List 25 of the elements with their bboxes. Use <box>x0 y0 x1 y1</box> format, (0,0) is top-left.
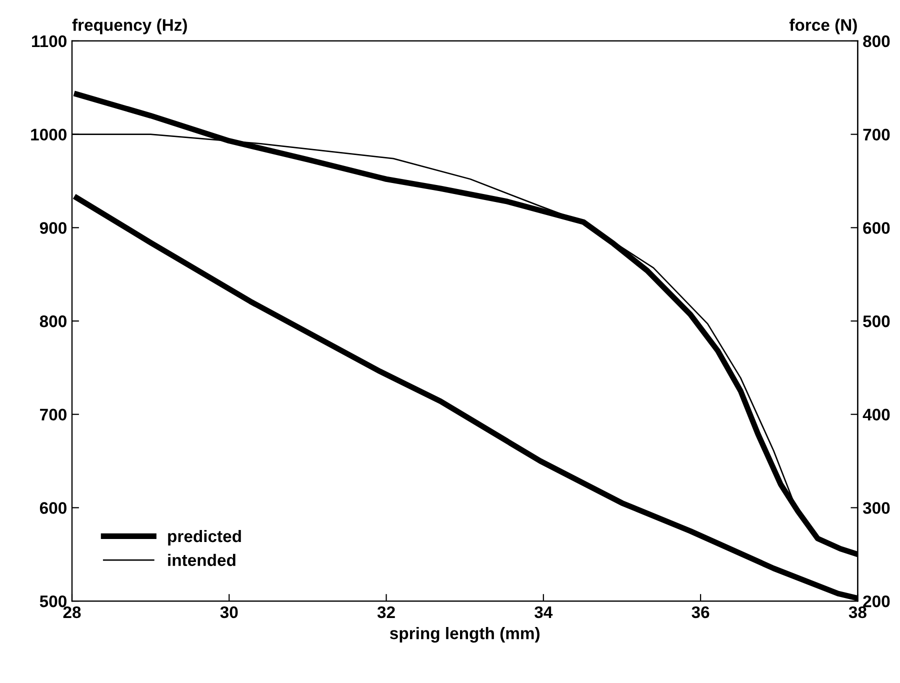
y2-tick-label: 400 <box>862 408 890 421</box>
y2-tick-label: 300 <box>862 502 890 514</box>
legend-label: intended <box>168 554 236 566</box>
y-tick-label: 800 <box>40 315 66 328</box>
y-tick-label: 900 <box>40 222 66 234</box>
y2-tick-label: 800 <box>863 35 890 48</box>
y-axis-title: frequency (Hz) <box>72 18 187 34</box>
y2-tick-label: 700 <box>863 128 890 141</box>
x-axis-title: spring length (mm) <box>390 626 540 643</box>
x-tick-label: 32 <box>377 606 395 618</box>
y-tick-label: 1000 <box>31 128 66 141</box>
y-tick-label: 600 <box>40 502 66 514</box>
y2-tick-label: 200 <box>863 595 890 608</box>
x-tick-label: 28 <box>63 606 81 618</box>
x-tick-label: 34 <box>534 606 553 618</box>
x-tick-label: 30 <box>220 606 238 618</box>
legend-label: predicted <box>168 530 241 546</box>
x-tick-label: 38 <box>848 606 866 618</box>
y-tick-label: 700 <box>40 408 66 421</box>
x-tick-label: 36 <box>692 606 710 618</box>
y-tick-label: 1100 <box>32 35 66 48</box>
y-tick-label: 500 <box>40 595 66 608</box>
y2-tick-label: 600 <box>863 222 890 234</box>
y2-axis-title: force (N) <box>789 18 857 34</box>
y2-tick-label: 500 <box>863 315 890 328</box>
